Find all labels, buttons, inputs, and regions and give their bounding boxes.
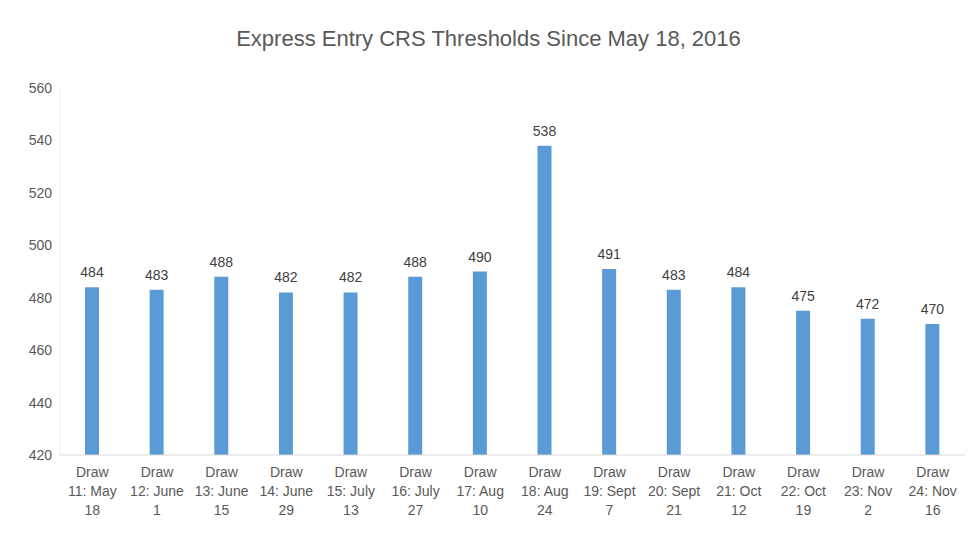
svg-text:484: 484 [80, 264, 104, 280]
svg-text:440: 440 [29, 395, 53, 411]
svg-text:538: 538 [533, 123, 557, 139]
svg-text:24: Nov: 24: Nov [909, 483, 957, 499]
svg-text:Draw: Draw [916, 464, 950, 480]
svg-text:483: 483 [145, 267, 169, 283]
svg-text:482: 482 [339, 269, 363, 285]
svg-text:480: 480 [29, 290, 53, 306]
svg-text:Draw: Draw [205, 464, 239, 480]
svg-text:15: July: 15: July [327, 483, 375, 499]
svg-text:Draw: Draw [76, 464, 110, 480]
svg-text:Draw: Draw [722, 464, 756, 480]
svg-text:18: 18 [85, 502, 101, 518]
svg-text:Draw: Draw [593, 464, 627, 480]
svg-text:20: Sept: 20: Sept [648, 483, 700, 499]
svg-text:14: June: 14: June [259, 483, 313, 499]
svg-text:482: 482 [274, 269, 298, 285]
svg-text:16: 16 [925, 502, 941, 518]
svg-text:560: 560 [29, 80, 53, 96]
svg-text:15: 15 [214, 502, 230, 518]
svg-text:12: 12 [731, 502, 747, 518]
svg-text:19: 19 [796, 502, 812, 518]
svg-text:420: 420 [29, 447, 53, 463]
svg-text:460: 460 [29, 342, 53, 358]
svg-text:24: 24 [537, 502, 553, 518]
svg-text:Draw: Draw [464, 464, 498, 480]
svg-text:23: Nov: 23: Nov [844, 483, 892, 499]
svg-text:13: June: 13: June [195, 483, 249, 499]
svg-text:488: 488 [404, 254, 428, 270]
svg-text:500: 500 [29, 237, 53, 253]
svg-text:22: Oct: 22: Oct [781, 483, 826, 499]
svg-text:472: 472 [856, 296, 880, 312]
svg-text:491: 491 [597, 246, 621, 262]
svg-text:21: Oct: 21: Oct [716, 483, 761, 499]
svg-text:475: 475 [791, 288, 815, 304]
html-text:Express Entry CRS Thresholds S: Express Entry CRS Thresholds Since May 1… [236, 26, 741, 51]
svg-text:488: 488 [210, 254, 234, 270]
svg-text:Draw: Draw [852, 464, 886, 480]
svg-text:2: 2 [864, 502, 872, 518]
svg-text:13: 13 [343, 502, 359, 518]
svg-text:520: 520 [29, 185, 53, 201]
svg-text:1: 1 [153, 502, 161, 518]
svg-text:Draw: Draw [528, 464, 562, 480]
svg-text:27: 27 [408, 502, 424, 518]
svg-text:21: 21 [666, 502, 682, 518]
svg-text:Draw: Draw [141, 464, 175, 480]
svg-text:483: 483 [662, 267, 686, 283]
svg-text:Draw: Draw [658, 464, 692, 480]
svg-text:18: Aug: 18: Aug [521, 483, 569, 499]
svg-text:Draw: Draw [399, 464, 433, 480]
svg-text:19: Sept: 19: Sept [583, 483, 635, 499]
svg-text:16: July: 16: July [391, 483, 439, 499]
svg-text:11: May: 11: May [68, 483, 117, 499]
svg-text:Draw: Draw [787, 464, 821, 480]
svg-text:Draw: Draw [270, 464, 304, 480]
svg-text:12: June: 12: June [130, 483, 184, 499]
svg-text:484: 484 [727, 264, 751, 280]
svg-text:29: 29 [278, 502, 294, 518]
svg-text:10: 10 [472, 502, 488, 518]
svg-text:540: 540 [29, 132, 53, 148]
svg-text:490: 490 [468, 249, 492, 265]
svg-text:17: Aug: 17: Aug [456, 483, 504, 499]
svg-text:470: 470 [921, 301, 945, 317]
svg-text:7: 7 [606, 502, 614, 518]
svg-text:Draw: Draw [335, 464, 369, 480]
